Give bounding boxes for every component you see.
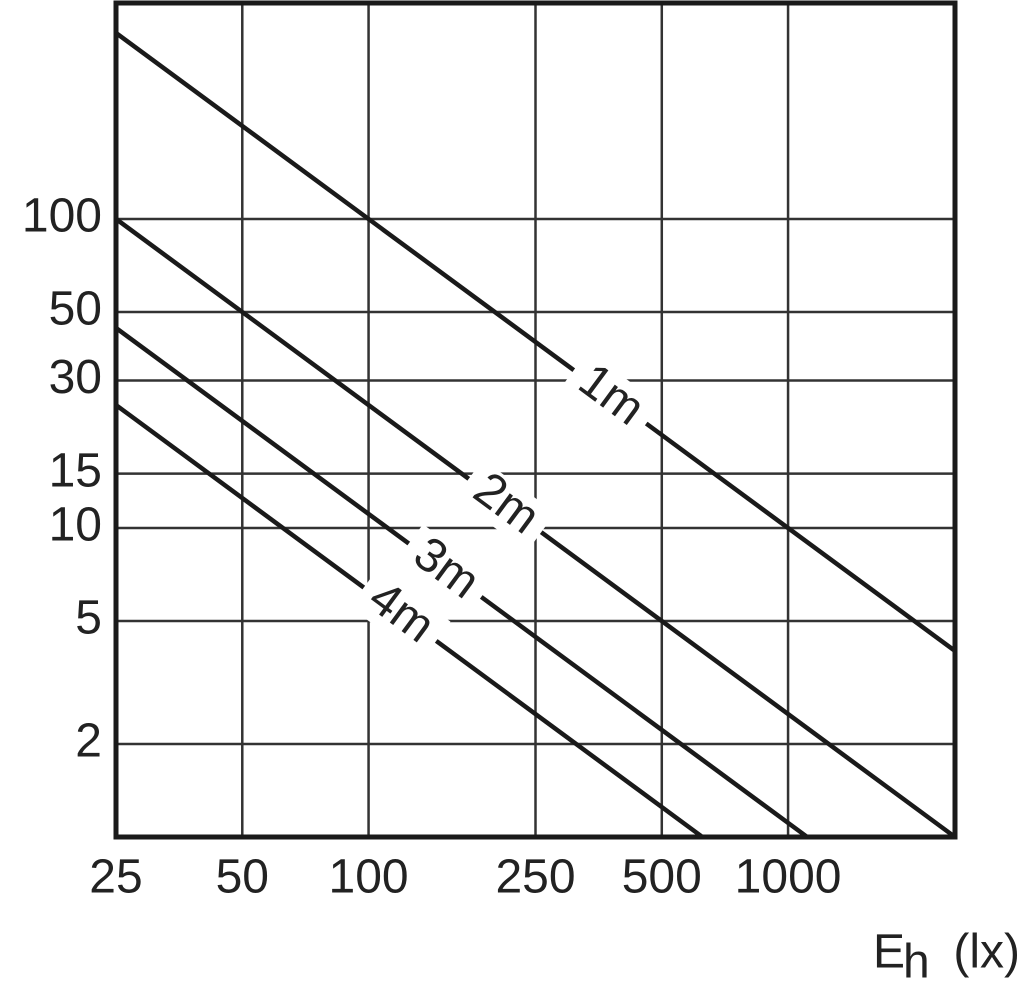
y-tick-label: 50 [49, 283, 102, 336]
x-tick-label: 25 [89, 851, 142, 904]
x-tick-label: 250 [495, 851, 575, 904]
plot-frame [113, 0, 958, 840]
x-axis-label-sub: h [903, 936, 930, 989]
line-label-bg [559, 350, 661, 443]
x-axis-label-unit: (lx) [953, 926, 1020, 979]
x-tick-label: 1000 [735, 851, 842, 904]
y-tick-label: 2 [75, 715, 102, 768]
line-label-bg [349, 568, 451, 661]
x-tick-label: 50 [216, 851, 269, 904]
line-label-bg [394, 524, 496, 617]
x-tick-label: 100 [329, 851, 409, 904]
y-tick-label: 30 [49, 351, 102, 404]
y-tick-label: 5 [75, 592, 102, 645]
y-tick-label: 15 [49, 444, 102, 497]
y-tick-label: 100 [22, 190, 102, 243]
line-label-bg [454, 459, 556, 552]
y-tick-label: 10 [49, 499, 102, 552]
series-line [114, 31, 957, 653]
x-tick-label: 500 [622, 851, 702, 904]
x-axis-label: E [873, 926, 905, 979]
